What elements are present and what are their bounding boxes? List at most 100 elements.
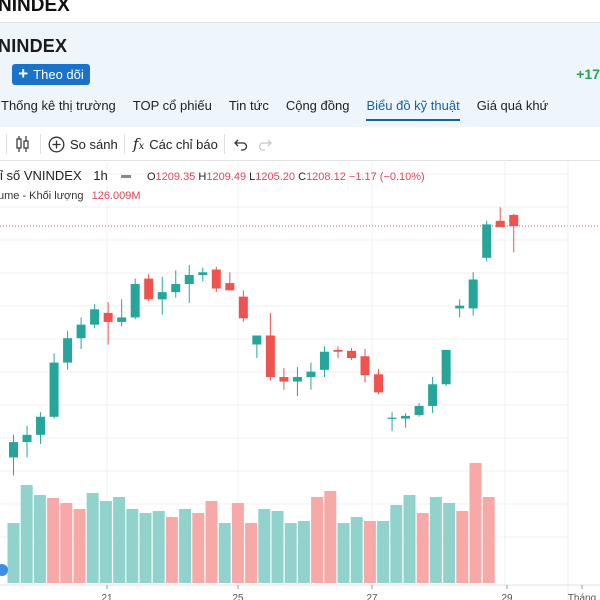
tab-bar: Thống kê thị trường TOP cổ phiếu Tin tức…	[0, 97, 548, 121]
symbol-name: ỉ số VNINDEX	[0, 168, 82, 183]
candle-body	[22, 434, 32, 443]
volume-bar	[311, 497, 324, 583]
price-chart[interactable]: 21 25 27 29 Tháng	[0, 160, 600, 600]
tab-top-stocks[interactable]: TOP cổ phiếu	[132, 98, 212, 113]
volume-bar	[469, 463, 482, 583]
candle-body	[292, 377, 302, 382]
volume-bar	[179, 509, 192, 583]
price-change: +17	[576, 66, 600, 82]
candle-body	[441, 349, 451, 385]
candle-body	[319, 351, 329, 370]
volume-bar	[297, 521, 310, 583]
open-label: O	[146, 171, 156, 183]
volume-bar	[33, 495, 46, 583]
volume-value: 126.009M	[91, 190, 141, 202]
plus-circle-icon	[48, 136, 65, 152]
volume-bar	[99, 501, 112, 583]
candle-body	[49, 362, 59, 417]
low-value: 1205.20	[255, 171, 296, 183]
volume-bar	[416, 513, 429, 583]
volume-bar	[284, 523, 297, 583]
compare-button[interactable]: So sánh	[48, 128, 118, 160]
volume-bar	[258, 509, 271, 583]
volume-bar	[218, 523, 231, 583]
candle-body	[144, 278, 154, 300]
low-label: L	[249, 171, 256, 183]
function-icon: fx	[133, 135, 145, 153]
volume-bar	[337, 523, 350, 583]
redo-icon	[258, 139, 272, 151]
close-label: C	[298, 171, 307, 183]
volume-bar	[324, 491, 337, 583]
x-tick-label: 29	[501, 593, 513, 600]
indicators-button[interactable]: fx Các chỉ báo	[133, 128, 218, 160]
candle-body	[252, 335, 262, 345]
candle-body	[414, 405, 424, 415]
collapse-icon[interactable]	[121, 175, 132, 179]
follow-label: Theo dõi	[33, 67, 84, 82]
header: NINDEX + Theo dõi +17 Thống kê thị trườn…	[0, 23, 600, 127]
x-tick-label: 27	[366, 593, 378, 600]
scroll-left-handle[interactable]	[0, 564, 8, 576]
volume-bar	[47, 498, 60, 583]
x-tick-label: 25	[232, 593, 244, 600]
candle-body	[387, 417, 397, 419]
volume-legend: ume - Khối lượng 126.009M	[0, 190, 141, 202]
top-bar: NINDEX	[0, 0, 600, 23]
candle-body	[265, 335, 275, 378]
follow-button[interactable]: + Theo dõi	[12, 64, 90, 85]
volume-bar	[126, 509, 139, 583]
high-label: H	[198, 171, 207, 183]
candle-body	[482, 224, 492, 258]
high-value: 1209.49	[206, 171, 247, 183]
candle-body	[184, 274, 194, 284]
candle-body	[401, 415, 411, 419]
candle-body	[90, 309, 100, 325]
interval-label: 1h	[93, 168, 108, 183]
toolbar-divider	[40, 134, 41, 154]
candle-body	[428, 384, 438, 406]
candle-body	[157, 292, 167, 300]
candle-body	[495, 220, 505, 228]
candle-type-button[interactable]	[15, 128, 31, 160]
tab-community[interactable]: Cộng đồng	[285, 98, 350, 113]
volume-bar	[139, 513, 152, 583]
compare-label: So sánh	[70, 136, 118, 152]
volume-bar	[7, 523, 20, 583]
volume-bar	[86, 493, 99, 583]
candle-body	[130, 284, 140, 318]
candle-body	[455, 305, 465, 309]
chart-toolbar: So sánh fx Các chỉ báo	[0, 128, 600, 161]
candle-body	[374, 374, 384, 393]
candle-body	[333, 349, 343, 352]
tab-news[interactable]: Tin tức	[228, 98, 269, 113]
volume-bar	[60, 503, 73, 583]
volume-bar	[403, 495, 416, 583]
tab-price-history[interactable]: Giá quá khứ	[476, 98, 549, 113]
x-tick-label: Tháng	[568, 593, 596, 600]
volume-bar	[73, 509, 86, 583]
undo-icon	[234, 139, 248, 151]
undo-button[interactable]	[233, 128, 249, 160]
toolbar-divider	[124, 134, 125, 154]
tab-technical-chart[interactable]: Biểu đồ kỹ thuật	[366, 97, 460, 121]
candle-body	[225, 283, 235, 291]
volume-bar	[271, 511, 284, 583]
volume-bar	[192, 513, 205, 583]
volume-bar	[20, 485, 33, 583]
candle-body	[347, 350, 356, 359]
candle-body	[468, 279, 478, 309]
candle-body	[360, 356, 370, 376]
tab-market-stats[interactable]: Thống kê thị trường	[1, 98, 116, 113]
volume-bar	[205, 501, 218, 583]
page-title: NINDEX	[0, 36, 68, 56]
volume-bar	[113, 497, 126, 583]
candle-body	[509, 214, 519, 227]
volume-bar	[456, 511, 469, 583]
candle-body	[171, 284, 181, 293]
volume-bar	[443, 503, 456, 583]
redo-button[interactable]	[257, 128, 273, 160]
volume-bar	[231, 503, 244, 583]
plus-icon: +	[18, 64, 29, 83]
volume-bar	[429, 497, 442, 583]
